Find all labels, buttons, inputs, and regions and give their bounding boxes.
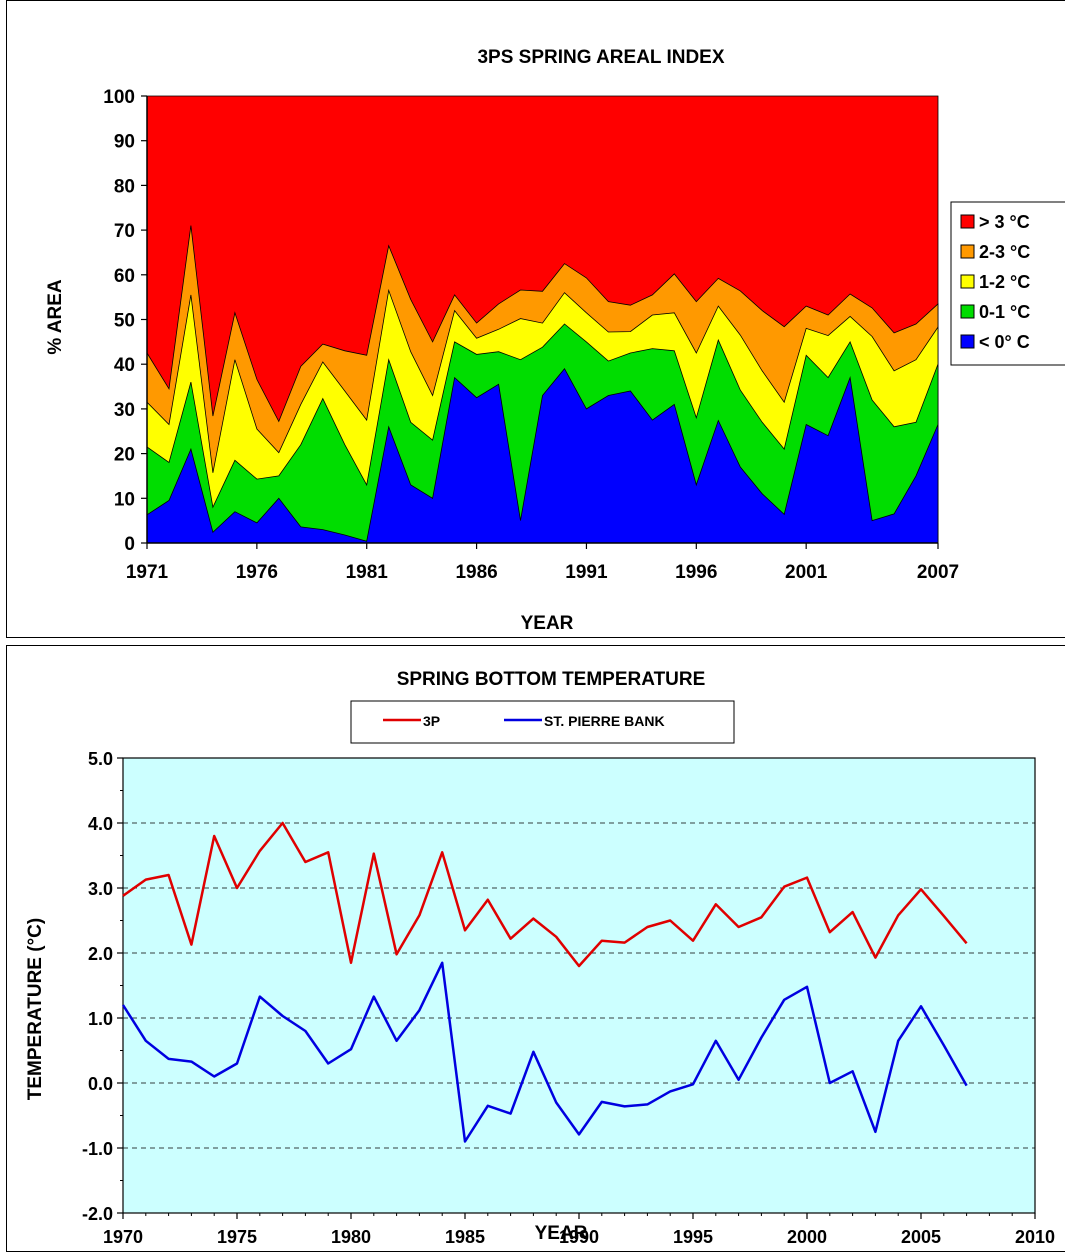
areal-y-tick-label: 10 — [114, 489, 135, 510]
temperature-x-tick-label: 1970 — [103, 1227, 143, 1247]
area-band-lt0 — [146, 367, 939, 544]
areal-x-tick-label: 1981 — [346, 562, 389, 583]
areal-legend: > 3 °C 2-3 °C 1-2 °C 0-1 °C < 0° C — [950, 201, 1065, 366]
areal-x-tick-label: 1991 — [565, 562, 608, 583]
areal-y-tick-label: 20 — [114, 445, 135, 466]
areal-legend-label-c01: 0-1 °C — [979, 302, 1030, 322]
temperature-x-tick-label: 1985 — [445, 1227, 485, 1247]
areal-y-tick-label: 0 — [124, 534, 135, 555]
temperature-y-tick-label: -1.0 — [82, 1139, 113, 1159]
temperature-plot-background — [122, 757, 1036, 1214]
temperature-legend-box — [350, 700, 735, 744]
temperature-y-tick-label: -2.0 — [82, 1204, 113, 1224]
areal-legend-swatch-gt3 — [960, 214, 975, 229]
areal-axes: 0 10 20 30 40 50 60 70 80 90 100 1971 1976 1981 1986 19… — [103, 87, 959, 583]
areal-index-chart: 3PS SPRING AREAL INDEX 0 10 20 30 40 50 60 70 80… — [45, 47, 1065, 634]
areal-legend-label-lt0: < 0° C — [979, 332, 1030, 352]
temperature-x-tick-label: 2000 — [787, 1227, 827, 1247]
temperature-y-tick-label: 4.0 — [88, 814, 113, 834]
areal-legend-swatch-c23 — [960, 244, 975, 259]
areal-x-axis-label: YEAR — [521, 613, 574, 634]
temperature-x-axis-label: YEAR — [535, 1223, 588, 1244]
temperature-x-tick-label: 1975 — [217, 1227, 257, 1247]
areal-y-axis-label: % AREA — [45, 279, 66, 355]
temperature-x-tick-label: 2010 — [1015, 1227, 1055, 1247]
temperature-x-tick-label: 1995 — [673, 1227, 713, 1247]
temperature-y-tick-label: 3.0 — [88, 879, 113, 899]
areal-y-tick-label: 70 — [114, 221, 135, 242]
areal-y-tick-label: 100 — [103, 87, 135, 108]
temperature-chart-title: SPRING BOTTOM TEMPERATURE — [397, 669, 706, 690]
temperature-y-tick-label: 2.0 — [88, 944, 113, 964]
areal-legend-swatch-c01 — [960, 304, 975, 319]
temperature-y-tick-label: 5.0 — [88, 749, 113, 769]
areal-x-tick-label: 2001 — [785, 562, 828, 583]
areal-y-tick-label: 80 — [114, 176, 135, 197]
areal-x-tick-label: 1976 — [236, 562, 278, 583]
temperature-legend: 3P ST. PIERRE BANK — [350, 700, 735, 744]
legend-st-pierre-label: ST. PIERRE BANK — [544, 713, 665, 729]
temperature-chart-panel: SPRING BOTTOM TEMPERATURE 3P ST. PIERRE … — [6, 645, 1065, 1252]
series-line-3p — [122, 821, 968, 968]
areal-x-tick-label: 1996 — [675, 562, 717, 583]
areal-chart-title: 3PS SPRING AREAL INDEX — [477, 47, 724, 68]
areal-y-tick-label: 50 — [114, 311, 135, 332]
temperature-y-tick-label: 0.0 — [88, 1074, 113, 1094]
areal-legend-swatch-lt0 — [960, 334, 975, 349]
temperature-y-axis-label: TEMPERATURE (°C) — [25, 918, 46, 1100]
areal-index-chart-panel: 3PS SPRING AREAL INDEX 0 10 20 30 40 50 60 70 80… — [6, 0, 1065, 638]
areal-y-tick-label: 90 — [114, 132, 135, 153]
areal-y-tick-label: 60 — [114, 266, 135, 287]
legend-3p-label: 3P — [423, 713, 440, 729]
areal-x-tick-label: 1986 — [455, 562, 497, 583]
series-line-st-pierre-bank — [121, 961, 968, 1143]
temperature-chart: SPRING BOTTOM TEMPERATURE 3P ST. PIERRE … — [25, 669, 1055, 1247]
areal-legend-label-c23: 2-3 °C — [979, 242, 1030, 262]
temperature-x-tick-label: 1980 — [331, 1227, 371, 1247]
areal-stacked-areas — [146, 95, 939, 544]
areal-y-tick-label: 30 — [114, 400, 135, 421]
temperature-y-tick-label: 1.0 — [88, 1009, 113, 1029]
areal-x-tick-label: 1971 — [126, 562, 169, 583]
areal-legend-label-c12: 1-2 °C — [979, 272, 1030, 292]
areal-legend-label-gt3: > 3 °C — [979, 212, 1030, 232]
areal-x-tick-label: 2007 — [917, 562, 959, 583]
temperature-x-tick-label: 1990 — [559, 1227, 599, 1247]
areal-legend-swatch-c12 — [960, 274, 975, 289]
temperature-plot-area: -2.0 -1.0 0.0 1.0 2.0 3.0 4.0 5.0 1970 1975 1980 19… — [82, 749, 1055, 1247]
areal-y-tick-label: 40 — [114, 355, 135, 376]
temperature-x-tick-label: 2005 — [901, 1227, 941, 1247]
